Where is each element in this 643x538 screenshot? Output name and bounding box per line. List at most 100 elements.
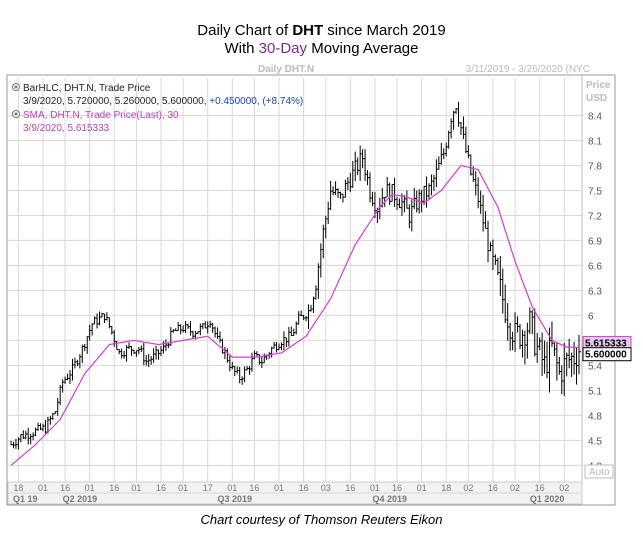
price-bar bbox=[322, 224, 326, 259]
x-tick-label: 01 bbox=[38, 483, 48, 493]
price-bar bbox=[239, 366, 242, 384]
price-bar bbox=[27, 427, 31, 445]
price-bar bbox=[566, 352, 569, 377]
last-price-box bbox=[582, 347, 632, 362]
legend-series2-values: 3/9/2020, 5.615333 bbox=[23, 123, 110, 134]
price-bar bbox=[253, 350, 257, 360]
price-bar bbox=[189, 320, 193, 336]
x-tick-label: 01 bbox=[131, 483, 141, 493]
x-tick-label: 16 bbox=[345, 483, 355, 493]
price-bar bbox=[354, 151, 358, 182]
price-bar bbox=[403, 195, 407, 213]
price-bar bbox=[551, 321, 554, 347]
x-tick-label: 16 bbox=[535, 483, 545, 493]
price-bar bbox=[74, 357, 77, 369]
price-bar bbox=[86, 336, 90, 354]
auto-scale-button[interactable] bbox=[584, 464, 614, 479]
price-bar bbox=[150, 356, 154, 365]
price-bar bbox=[111, 326, 114, 335]
price-bar bbox=[251, 352, 254, 372]
y-tick-label: 7.5 bbox=[588, 186, 602, 197]
price-bar bbox=[187, 323, 191, 329]
price-bar bbox=[430, 174, 434, 196]
price-bar bbox=[172, 329, 176, 333]
price-bar bbox=[462, 116, 466, 140]
price-bar bbox=[308, 304, 311, 329]
price-bar bbox=[544, 340, 547, 374]
price-bar bbox=[411, 199, 414, 232]
price-bar bbox=[101, 312, 104, 318]
price-bar bbox=[246, 365, 250, 371]
price-bar bbox=[512, 331, 515, 351]
price-bar bbox=[22, 430, 26, 440]
price-bar bbox=[94, 316, 97, 325]
price-bar bbox=[305, 316, 309, 322]
price-bar bbox=[487, 220, 491, 263]
price-bar bbox=[477, 177, 481, 209]
price-bar bbox=[42, 423, 45, 432]
price-bar bbox=[438, 156, 441, 170]
price-bar bbox=[81, 344, 85, 363]
price-bar bbox=[116, 340, 119, 351]
price-bar bbox=[148, 353, 151, 367]
price-bar bbox=[344, 179, 348, 198]
x-month-label: Q3 2019 bbox=[218, 494, 253, 504]
y-axis: 4.24.54.85.15.45.766.36.66.97.27.57.88.1… bbox=[581, 75, 614, 482]
price-bar bbox=[553, 342, 557, 357]
price-bar bbox=[199, 323, 203, 336]
price-bar bbox=[52, 412, 55, 420]
price-bar bbox=[489, 242, 493, 252]
price-bar bbox=[514, 312, 518, 352]
price-bar bbox=[499, 255, 503, 296]
x-axis: 18 01 16 01 16 01 16 01 17 01 16 01 16 03 16 01 16 01 18 02… bbox=[7, 481, 583, 505]
date-range-label: 3/11/2019 - 3/26/2020 (NYC bbox=[466, 64, 590, 75]
price-bar bbox=[57, 397, 60, 416]
y-tick-label: 5.4 bbox=[588, 361, 602, 372]
price-bar bbox=[295, 321, 299, 335]
price-bar bbox=[524, 330, 527, 365]
price-bar bbox=[20, 434, 23, 443]
price-bar bbox=[541, 332, 545, 377]
price-bar bbox=[548, 327, 552, 393]
price-bar bbox=[399, 198, 402, 209]
auto-scale-label[interactable]: Auto bbox=[589, 467, 610, 478]
price-bar bbox=[182, 325, 186, 333]
price-bar bbox=[226, 348, 230, 363]
price-bar bbox=[396, 196, 400, 211]
price-bar bbox=[369, 172, 372, 203]
price-bar bbox=[440, 142, 444, 165]
price-bar bbox=[578, 334, 581, 375]
price-bar bbox=[283, 331, 286, 351]
price-bar bbox=[546, 341, 550, 379]
x-tick-label: 16 bbox=[109, 483, 119, 493]
price-bar bbox=[327, 201, 331, 225]
price-bar bbox=[293, 328, 296, 336]
price-bar bbox=[576, 347, 579, 385]
x-tick-label: 16 bbox=[299, 483, 309, 493]
price-bar bbox=[185, 320, 188, 334]
price-bar bbox=[165, 339, 168, 351]
price-bar bbox=[453, 110, 456, 130]
price-bar bbox=[357, 157, 360, 176]
y-tick-label: 7.8 bbox=[588, 161, 602, 172]
y-tick-label: 8.1 bbox=[588, 136, 602, 147]
legend-series2-icon bbox=[12, 110, 20, 118]
price-bar bbox=[335, 181, 338, 196]
price-bar bbox=[84, 344, 87, 352]
price-bar bbox=[285, 337, 289, 348]
x-tick-label: 16 bbox=[249, 483, 259, 493]
price-bar bbox=[465, 126, 468, 154]
y-tick-label: 4.5 bbox=[588, 436, 602, 447]
y-tick-label: 8.4 bbox=[588, 111, 602, 122]
price-bar bbox=[455, 108, 459, 115]
x-tick-label: 18 bbox=[441, 483, 451, 493]
price-bar bbox=[349, 172, 353, 192]
x-month-label: Q2 2019 bbox=[63, 494, 98, 504]
price-bar bbox=[497, 257, 500, 276]
price-bar bbox=[480, 190, 483, 214]
price-bar bbox=[241, 376, 245, 385]
price-bar bbox=[298, 311, 301, 325]
price-bar bbox=[219, 331, 223, 343]
